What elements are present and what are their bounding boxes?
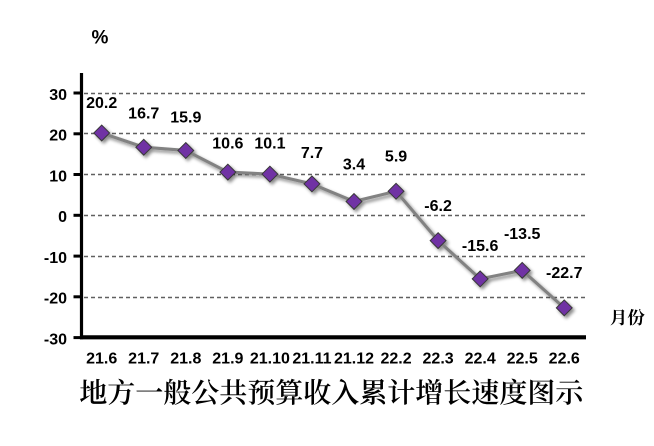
svg-text:10: 10 [49,168,67,185]
svg-text:-6.2: -6.2 [424,198,452,215]
svg-text:30: 30 [49,87,67,104]
svg-text:20: 20 [49,128,67,145]
svg-text:16.7: 16.7 [128,106,159,123]
svg-text:3.4: 3.4 [343,156,365,173]
svg-text:%: % [92,27,109,48]
svg-text:20.2: 20.2 [86,95,117,112]
svg-text:10.6: 10.6 [212,135,243,152]
svg-text:-22.7: -22.7 [546,265,583,282]
svg-text:22.3: 22.3 [423,351,454,368]
svg-text:21.8: 21.8 [170,351,201,368]
svg-text:7.7: 7.7 [301,145,323,162]
svg-text:-20: -20 [44,291,67,308]
svg-text:21.10: 21.10 [250,351,290,368]
svg-text:21.11: 21.11 [292,351,331,368]
svg-text:21.7: 21.7 [128,351,159,368]
svg-text:-30: -30 [44,332,67,349]
svg-text:22.5: 22.5 [507,351,538,368]
svg-text:-13.5: -13.5 [504,226,541,243]
svg-text:-10: -10 [44,250,67,267]
svg-text:0: 0 [58,209,67,226]
svg-text:22.4: 22.4 [465,351,496,368]
svg-text:15.9: 15.9 [170,110,201,127]
svg-text:-15.6: -15.6 [462,238,499,255]
svg-text:21.6: 21.6 [86,351,117,368]
svg-text:21.9: 21.9 [212,351,243,368]
svg-text:22.2: 22.2 [380,351,411,368]
svg-text:10.1: 10.1 [254,135,285,152]
svg-text:22.6: 22.6 [549,351,580,368]
svg-text:5.9: 5.9 [385,148,407,165]
svg-text:21.12: 21.12 [334,351,374,368]
